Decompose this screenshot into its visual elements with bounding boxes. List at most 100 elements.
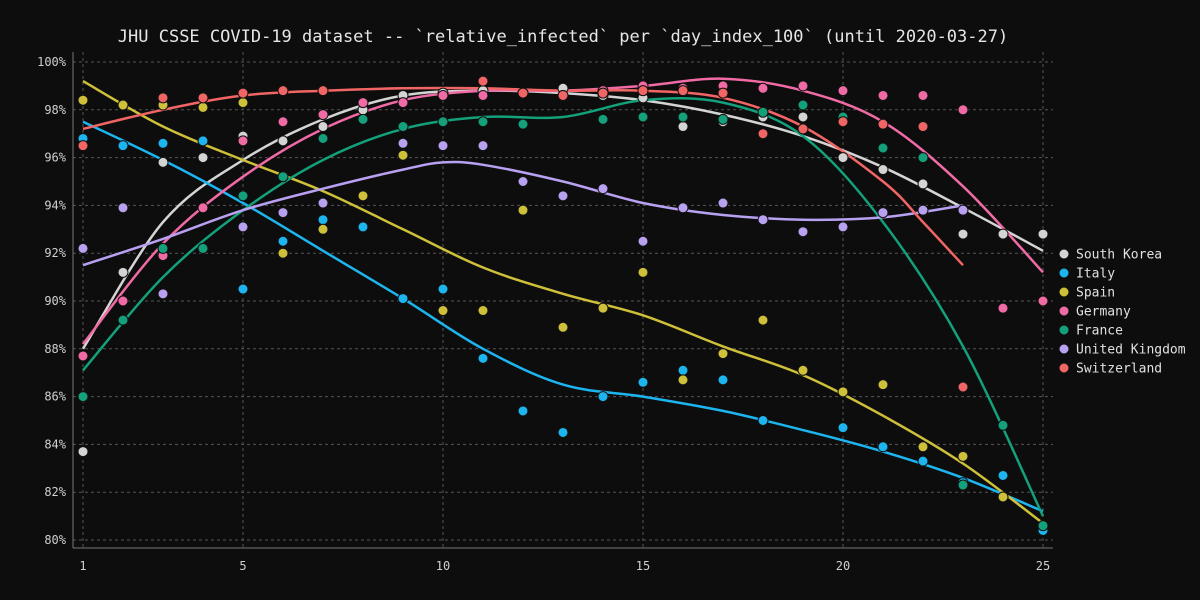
point-germany-21 [877,89,889,101]
point-united-kingdom-19 [797,226,809,238]
point-spain-24 [997,491,1009,503]
point-switzerland-21 [877,118,889,130]
point-united-kingdom-14 [597,183,609,195]
point-italy-4 [197,135,209,147]
point-south-korea-3 [157,156,169,168]
point-spain-7 [317,223,329,235]
point-france-6 [277,171,289,183]
legend-label-france: France [1076,324,1123,339]
trend-line-south-korea [81,89,1044,350]
point-spain-15 [637,266,649,278]
point-south-korea-25 [1037,228,1049,240]
point-united-kingdom-18 [757,214,769,226]
point-italy-9 [397,293,409,305]
point-south-korea-2 [117,266,129,278]
point-spain-4 [197,101,209,113]
trend-line-germany [82,77,1044,345]
point-italy-17 [717,374,729,386]
point-switzerland-17 [717,87,729,99]
point-spain-8 [357,190,369,202]
point-spain-21 [877,379,889,391]
trend-layer [81,77,1045,525]
point-switzerland-22 [917,121,929,133]
point-france-4 [197,242,209,254]
point-united-kingdom-22 [917,204,929,216]
y-tick-label-98: 98% [44,103,66,117]
legend-label-italy: Italy [1076,267,1115,282]
point-spain-2 [117,99,129,111]
point-spain-14 [597,302,609,314]
point-france-1 [77,391,89,403]
point-layer [77,75,1049,536]
point-united-kingdom-12 [517,176,529,187]
x-tick-label-5: 5 [239,559,246,573]
legend-marker-south-korea [1058,248,1070,260]
point-spain-12 [517,204,529,216]
point-france-3 [157,242,169,254]
point-south-korea-4 [197,152,209,164]
point-germany-19 [797,80,809,92]
legend: South Korea Italy Spain Germany France United… [1058,248,1186,377]
point-switzerland-16 [677,85,689,97]
chart-title: JHU CSSE COVID-19 dataset -- `relative_i… [118,27,1008,47]
legend-label-south-korea: South Korea [1076,248,1162,263]
point-france-11 [477,116,489,128]
legend-marker-switzerland [1058,362,1070,374]
point-france-22 [917,152,929,164]
point-germany-6 [277,116,289,128]
point-italy-8 [357,221,369,233]
point-switzerland-11 [477,75,489,87]
y-tick-label-88: 88% [44,342,66,356]
point-france-21 [877,142,889,154]
point-germany-8 [357,97,369,109]
point-spain-16 [677,374,689,386]
point-switzerland-7 [317,85,329,97]
point-united-kingdom-3 [157,288,169,300]
point-germany-7 [317,109,329,121]
point-spain-6 [277,247,289,259]
point-south-korea-22 [917,178,929,190]
point-italy-18 [757,415,769,426]
legend-label-germany: Germany [1076,305,1131,320]
y-tick-label-82: 82% [44,485,66,499]
point-united-kingdom-17 [717,197,729,209]
point-germany-4 [197,202,209,214]
point-south-korea-1 [77,446,89,458]
point-spain-23 [957,450,969,462]
point-france-2 [117,314,129,326]
point-germany-25 [1037,295,1049,307]
point-italy-5 [237,283,249,295]
point-germany-11 [477,89,489,101]
point-italy-24 [997,469,1009,481]
point-france-10 [437,116,449,128]
point-switzerland-19 [797,123,809,135]
point-france-12 [517,118,529,130]
y-tick-label-100: 100% [37,55,67,69]
point-italy-20 [837,422,849,434]
point-germany-20 [837,85,849,97]
x-tick-label-1: 1 [79,559,86,573]
point-south-korea-7 [317,121,329,133]
x-tick-label-20: 20 [836,559,850,573]
point-italy-13 [557,426,569,438]
point-south-korea-21 [877,164,889,176]
point-france-25 [1037,520,1049,532]
trend-line-united-kingdom [82,160,964,267]
point-spain-10 [437,305,449,317]
point-united-kingdom-11 [477,140,489,152]
point-south-korea-16 [677,121,689,133]
point-south-korea-19 [797,111,809,123]
point-france-5 [237,190,249,202]
point-switzerland-5 [237,87,249,99]
point-germany-9 [397,97,409,109]
point-united-kingdom-16 [677,202,689,214]
point-france-18 [757,106,769,118]
trend-line-france [82,97,1045,517]
point-switzerland-3 [157,92,169,104]
point-italy-6 [277,235,289,247]
legend-marker-france [1058,324,1070,336]
legend-label-united-kingdom: United Kingdom [1076,343,1186,358]
point-united-kingdom-5 [237,221,249,233]
x-tick-label-10: 10 [436,559,450,573]
